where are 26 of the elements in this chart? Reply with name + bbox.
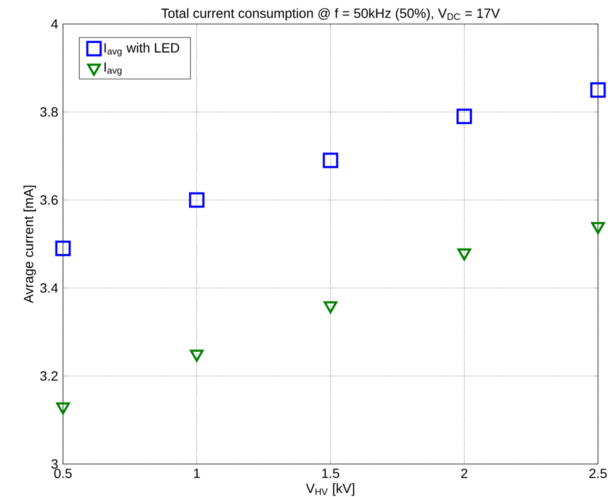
y-tick-label: 4: [51, 19, 58, 29]
x-tick-label: 2.5: [589, 468, 607, 478]
legend-label: I$_{avg}$: [104, 62, 122, 76]
y-tick-label: 3.8: [40, 107, 58, 117]
x-axis-title: V$_{HV}$ [kV]: [306, 483, 354, 496]
x-tick-label: 2: [461, 468, 468, 478]
x-tick-label: 1.5: [322, 468, 340, 478]
legend-label: I$_{avg}$ with LED: [104, 42, 180, 56]
point: [190, 350, 204, 362]
x-tick-label: 0.5: [54, 468, 72, 478]
y-tick-label: 3.6: [40, 195, 58, 205]
chart-title: Total current consumption @ f = 50kHz (50%), V$_{DC}$ = 17V: [161, 8, 500, 21]
point: [55, 240, 71, 256]
point: [456, 108, 472, 124]
y-tick-label: 3.2: [40, 371, 58, 381]
point: [324, 301, 338, 314]
y-tick-label: 3.4: [40, 283, 58, 293]
point: [591, 222, 605, 234]
point: [56, 402, 70, 415]
point: [590, 82, 606, 98]
y-axis-title: Avrage current [mA]: [24, 186, 36, 304]
point: [322, 152, 338, 168]
x-tick-label: 1: [194, 468, 200, 478]
point: [457, 248, 472, 261]
y-tick-label: 3: [51, 459, 58, 469]
point: [189, 192, 204, 208]
